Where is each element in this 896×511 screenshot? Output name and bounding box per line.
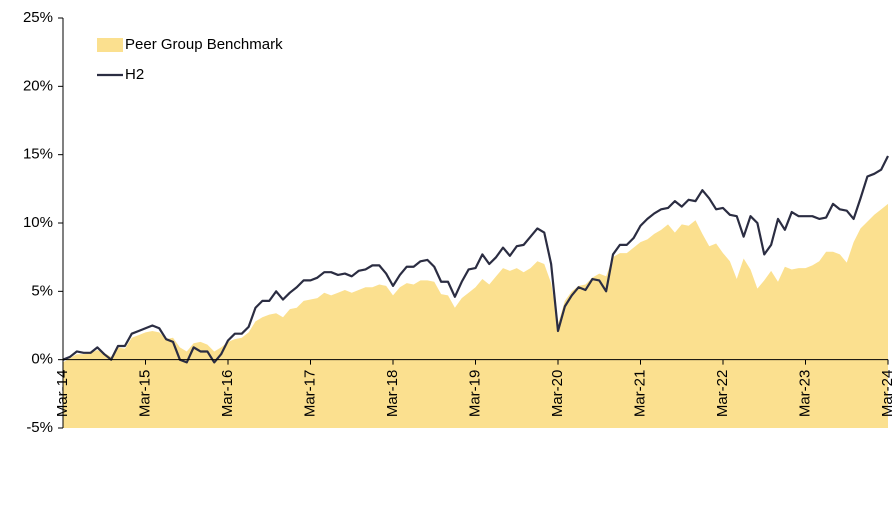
x-tick-label: Mar-24	[879, 370, 896, 418]
legend-label: H2	[125, 66, 144, 83]
line	[62, 155, 889, 364]
area	[63, 203, 888, 428]
y-tick-label: 10%	[23, 214, 53, 231]
x-tick-label: Mar-22	[714, 370, 731, 418]
y-tick-label: -5%	[26, 419, 53, 436]
y-tick-label: 5%	[31, 282, 53, 299]
legend-swatch	[97, 38, 123, 52]
x-tick-label: Mar-18	[384, 370, 401, 418]
y-tick-label: 25%	[23, 9, 53, 26]
x-tick-label: Mar-21	[631, 370, 648, 418]
x-tick-label: Mar-17	[301, 370, 318, 418]
x-tick-label: Mar-23	[796, 370, 813, 418]
x-tick-label: Mar-15	[136, 370, 153, 418]
x-tick-label: Mar-16	[219, 370, 236, 418]
y-tick-label: 15%	[23, 146, 53, 163]
legend-label: Peer Group Benchmark	[125, 36, 283, 53]
y-tick-label: 0%	[31, 351, 53, 368]
x-tick-label: Mar-14	[54, 370, 71, 418]
y-tick-label: 20%	[23, 77, 53, 94]
x-tick-label: Mar-20	[549, 370, 566, 418]
x-tick-label: Mar-19	[466, 370, 483, 418]
